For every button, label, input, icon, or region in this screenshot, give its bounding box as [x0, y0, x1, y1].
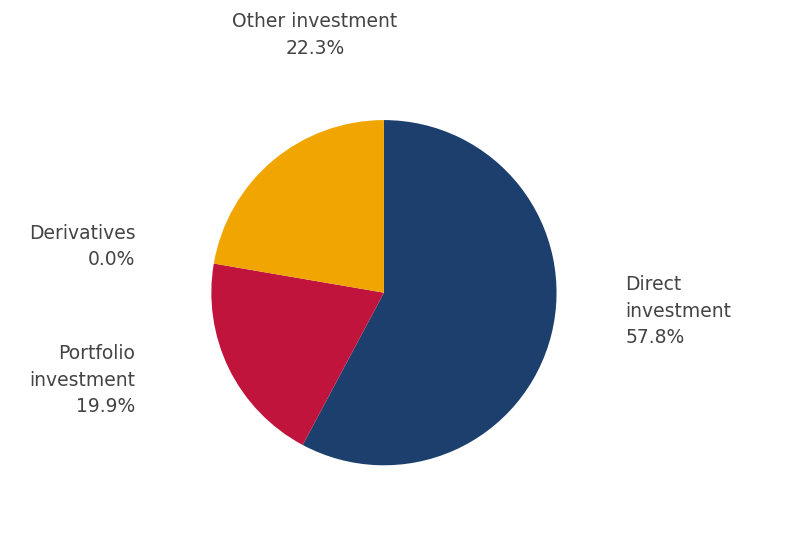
- Wedge shape: [211, 263, 384, 445]
- Wedge shape: [302, 120, 557, 465]
- Text: Derivatives
0.0%: Derivatives 0.0%: [29, 224, 135, 270]
- Text: Portfolio
investment
19.9%: Portfolio investment 19.9%: [30, 344, 135, 416]
- Text: Direct
investment
57.8%: Direct investment 57.8%: [626, 275, 731, 347]
- Wedge shape: [214, 263, 384, 293]
- Wedge shape: [214, 120, 384, 293]
- Text: Other investment
22.3%: Other investment 22.3%: [232, 13, 398, 58]
